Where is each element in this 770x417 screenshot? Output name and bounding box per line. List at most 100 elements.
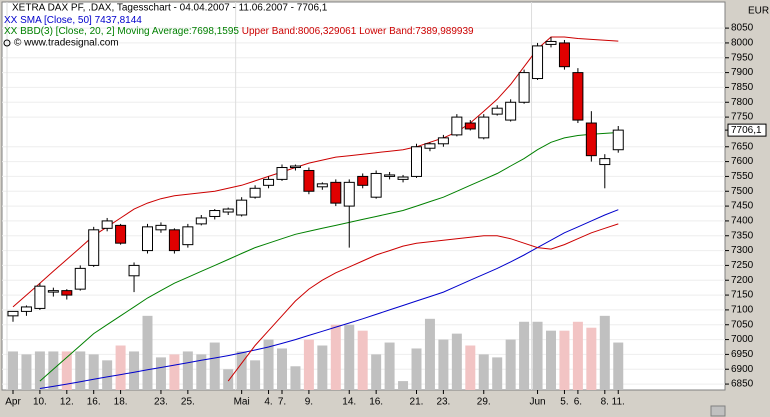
candle-body xyxy=(74,267,86,290)
candle-body xyxy=(20,306,32,312)
y-tick-label: 7050 xyxy=(731,319,754,330)
candle-body xyxy=(289,165,301,169)
last-price-box xyxy=(727,123,767,137)
legend-entry: XX BBD(3) [Close, 20, 2] Moving Average:… xyxy=(4,26,239,37)
volume-bar xyxy=(61,351,72,390)
volume-bar xyxy=(129,351,140,390)
legend-sma: XX SMA [Close, 50] 7437,8144 xyxy=(4,15,142,26)
y-tick-label: 7650 xyxy=(731,141,754,152)
y-tick-label: 7300 xyxy=(731,245,754,256)
candle-body xyxy=(545,40,557,45)
candle-body xyxy=(316,183,328,188)
indicator-line xyxy=(227,223,619,382)
candle-body xyxy=(7,310,19,317)
candle-body xyxy=(276,167,288,180)
legend-entry: Upper Band:8006,329061 xyxy=(242,26,357,37)
candle-body xyxy=(101,220,113,229)
candle-body xyxy=(370,172,382,198)
candle-body xyxy=(437,137,449,145)
volume-bar xyxy=(169,354,180,390)
candle-body xyxy=(303,169,315,192)
x-tick-label: 16. xyxy=(87,397,101,408)
volume-bar xyxy=(398,381,409,390)
volume-bar xyxy=(250,360,261,390)
candle-body xyxy=(236,199,248,216)
volume-bar xyxy=(102,360,113,390)
volume-bar xyxy=(411,348,422,390)
volume-bar xyxy=(21,354,32,390)
x-tick-label: Mai xyxy=(234,397,250,408)
y-tick-label: 7850 xyxy=(731,82,754,93)
candle-body xyxy=(464,122,476,130)
scroll-button[interactable] xyxy=(710,405,726,417)
x-tick-label: 4. xyxy=(264,397,272,408)
x-tick-label: 23. xyxy=(154,397,168,408)
source-icon xyxy=(3,39,11,47)
x-tick-label: 11. xyxy=(612,397,625,408)
volume-bar xyxy=(465,345,476,390)
volume-bar xyxy=(209,342,220,390)
chart-title: XETRA DAX PF, .DAX, Tagesschart - 04.04.… xyxy=(12,3,328,14)
plot xyxy=(2,2,725,390)
candle-body xyxy=(518,72,530,103)
candle-body xyxy=(263,178,275,186)
x-tick-label: 12. xyxy=(60,397,74,408)
legend-entry: XX SMA [Close, 50] 7437,8144 xyxy=(4,15,142,26)
candle-body xyxy=(155,224,167,231)
candle-body xyxy=(88,229,100,266)
x-tick-label: 16. xyxy=(369,397,383,408)
volume-bar xyxy=(424,318,435,390)
source: © www.tradesignal.com xyxy=(14,38,119,49)
x-tick-label: 6. xyxy=(574,397,582,408)
candle-body xyxy=(34,285,46,309)
x-tick-label: 21. xyxy=(410,397,424,408)
x-tick-label: 23. xyxy=(436,397,450,408)
candle-body xyxy=(115,224,127,244)
x-tick-label: 14. xyxy=(342,397,356,408)
candle-body xyxy=(451,116,463,136)
x-tick-label: 10. xyxy=(33,397,47,408)
candle-body xyxy=(195,217,207,225)
volume-bar xyxy=(357,330,368,390)
x-tick-label: 8. xyxy=(601,397,609,408)
y-tick-label: 7150 xyxy=(731,290,754,301)
candle-body xyxy=(424,143,436,149)
candle-body xyxy=(491,107,503,115)
x-tick-label: 18. xyxy=(114,397,128,408)
volume-bar xyxy=(438,339,449,390)
candle-body xyxy=(558,42,570,68)
y-tick-label: 7350 xyxy=(731,230,754,241)
candle-body xyxy=(249,187,261,198)
volume-bar xyxy=(492,357,503,390)
volume-bar xyxy=(303,339,314,390)
candle-body xyxy=(61,290,73,296)
y-tick-label: 7100 xyxy=(731,305,754,316)
y-tick-label: 6950 xyxy=(731,349,754,360)
x-tick-label: Jun xyxy=(529,397,545,408)
candle-body xyxy=(411,146,422,177)
x-tick-label: Apr xyxy=(5,397,21,408)
volume-bar xyxy=(290,366,301,390)
volume-bar xyxy=(88,354,99,390)
volume-bar xyxy=(223,369,234,390)
y-tick-label: 8000 xyxy=(731,38,754,49)
x-tick-label: 9. xyxy=(305,397,313,408)
candle-body xyxy=(478,116,490,139)
candle-body xyxy=(128,264,140,277)
candle-body xyxy=(168,229,180,252)
volume-bar xyxy=(613,342,624,390)
volume-bar xyxy=(196,354,207,390)
candle-body xyxy=(384,174,396,177)
y-tick-label: 6900 xyxy=(731,364,754,375)
y-tick-label: 6850 xyxy=(731,379,754,390)
volume-bar xyxy=(586,327,597,390)
y-tick-label: 8050 xyxy=(731,23,754,34)
indicator-line xyxy=(39,209,619,389)
volume-bar xyxy=(142,315,153,390)
y-tick-label: 7800 xyxy=(731,97,754,108)
volume-bar xyxy=(115,345,126,390)
volume-bar xyxy=(519,321,530,390)
volume-bar xyxy=(182,351,193,390)
y-tick-label: 7550 xyxy=(731,171,754,182)
